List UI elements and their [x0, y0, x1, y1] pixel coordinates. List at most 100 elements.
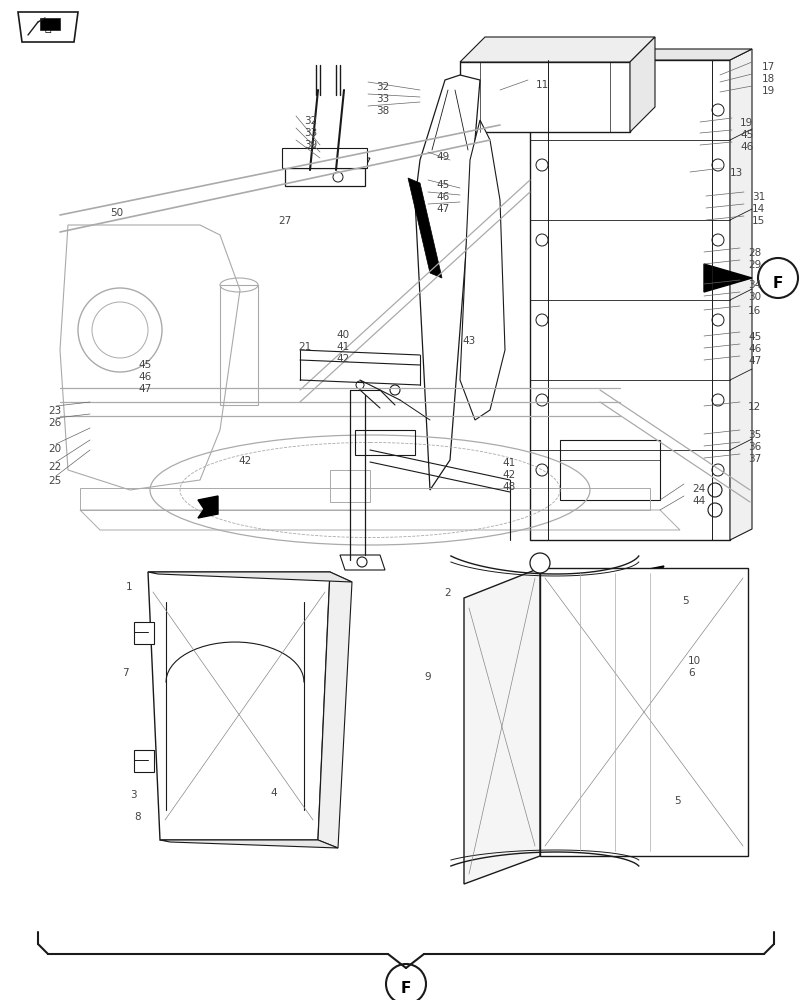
Text: 15: 15	[751, 216, 764, 226]
Circle shape	[385, 964, 426, 1000]
Polygon shape	[414, 75, 479, 490]
Polygon shape	[18, 12, 78, 42]
Text: 34: 34	[747, 280, 761, 290]
Text: F: F	[401, 981, 410, 996]
Text: 23: 23	[48, 406, 61, 416]
Text: 16: 16	[747, 306, 761, 316]
Text: 19: 19	[761, 86, 775, 96]
Text: 47: 47	[436, 204, 448, 214]
Bar	[285, 168, 365, 186]
Polygon shape	[643, 566, 663, 584]
Text: 5: 5	[681, 596, 688, 606]
Text: 39: 39	[303, 140, 317, 150]
Text: 45: 45	[739, 130, 753, 140]
Text: 18: 18	[761, 74, 775, 84]
Text: 7: 7	[122, 668, 128, 678]
Text: 28: 28	[747, 248, 761, 258]
Text: 35: 35	[747, 430, 761, 440]
Text: 48: 48	[501, 482, 515, 492]
Text: 49: 49	[436, 152, 448, 162]
Text: 27: 27	[277, 216, 291, 226]
Bar	[220, 285, 258, 405]
Text: ⬛: ⬛	[45, 23, 51, 33]
Polygon shape	[463, 568, 539, 884]
Text: 17: 17	[761, 62, 775, 72]
Text: 2: 2	[444, 588, 450, 598]
Text: 29: 29	[747, 260, 761, 270]
Text: 46: 46	[747, 344, 761, 354]
Text: 26: 26	[48, 418, 61, 428]
Text: 46: 46	[138, 372, 151, 382]
Text: 36: 36	[747, 442, 761, 452]
Polygon shape	[407, 178, 441, 278]
Text: 42: 42	[238, 456, 251, 466]
Text: 42: 42	[336, 354, 349, 364]
Text: 25: 25	[48, 476, 61, 486]
Text: 33: 33	[303, 128, 317, 138]
Text: 40: 40	[336, 330, 349, 340]
Polygon shape	[460, 37, 654, 62]
Text: 19: 19	[739, 118, 753, 128]
Text: 47: 47	[747, 356, 761, 366]
Text: 47: 47	[138, 384, 151, 394]
Polygon shape	[340, 555, 384, 570]
Text: 13: 13	[729, 168, 742, 178]
Polygon shape	[160, 840, 337, 848]
Polygon shape	[285, 158, 370, 168]
Text: 46: 46	[436, 192, 448, 202]
Text: 30: 30	[747, 292, 760, 302]
Text: 46: 46	[739, 142, 753, 152]
Polygon shape	[460, 120, 504, 420]
Text: 42: 42	[501, 470, 515, 480]
Bar	[134, 750, 154, 772]
Bar	[40, 18, 60, 30]
Bar	[281, 148, 367, 168]
Polygon shape	[629, 37, 654, 132]
Text: 20: 20	[48, 444, 61, 454]
Text: 8: 8	[134, 812, 140, 822]
Text: 11: 11	[535, 80, 548, 90]
Text: 21: 21	[298, 342, 311, 352]
Bar	[560, 440, 659, 500]
Text: 44: 44	[691, 496, 705, 506]
Text: 37: 37	[747, 454, 761, 464]
Polygon shape	[530, 49, 751, 60]
Text: 41: 41	[501, 458, 515, 468]
Text: 6: 6	[687, 668, 693, 678]
Polygon shape	[460, 62, 629, 132]
Text: 38: 38	[375, 106, 388, 116]
Text: 45: 45	[747, 332, 761, 342]
Polygon shape	[530, 60, 729, 540]
Text: 31: 31	[751, 192, 764, 202]
Circle shape	[530, 553, 549, 573]
Bar	[354, 430, 414, 455]
Text: 41: 41	[336, 342, 349, 352]
Text: 12: 12	[747, 402, 761, 412]
Text: 32: 32	[375, 82, 388, 92]
Text: 45: 45	[436, 180, 448, 190]
Text: F: F	[772, 275, 783, 290]
Text: 50: 50	[109, 208, 123, 218]
Text: 24: 24	[691, 484, 705, 494]
Polygon shape	[318, 572, 351, 848]
Text: 32: 32	[303, 116, 317, 126]
Polygon shape	[703, 264, 751, 292]
Text: 3: 3	[130, 790, 136, 800]
Polygon shape	[729, 49, 751, 540]
Polygon shape	[148, 572, 351, 582]
Text: 10: 10	[687, 656, 700, 666]
Text: 43: 43	[461, 336, 474, 346]
Text: 4: 4	[270, 788, 277, 798]
Bar	[134, 622, 154, 644]
Circle shape	[757, 258, 797, 298]
Text: 9: 9	[423, 672, 430, 682]
Text: 5: 5	[673, 796, 680, 806]
Bar	[329, 470, 370, 502]
Text: 22: 22	[48, 462, 61, 472]
Polygon shape	[148, 572, 329, 840]
Text: 14: 14	[751, 204, 764, 214]
Polygon shape	[198, 496, 217, 518]
Text: 45: 45	[138, 360, 151, 370]
Text: 1: 1	[126, 582, 132, 592]
Text: 33: 33	[375, 94, 388, 104]
